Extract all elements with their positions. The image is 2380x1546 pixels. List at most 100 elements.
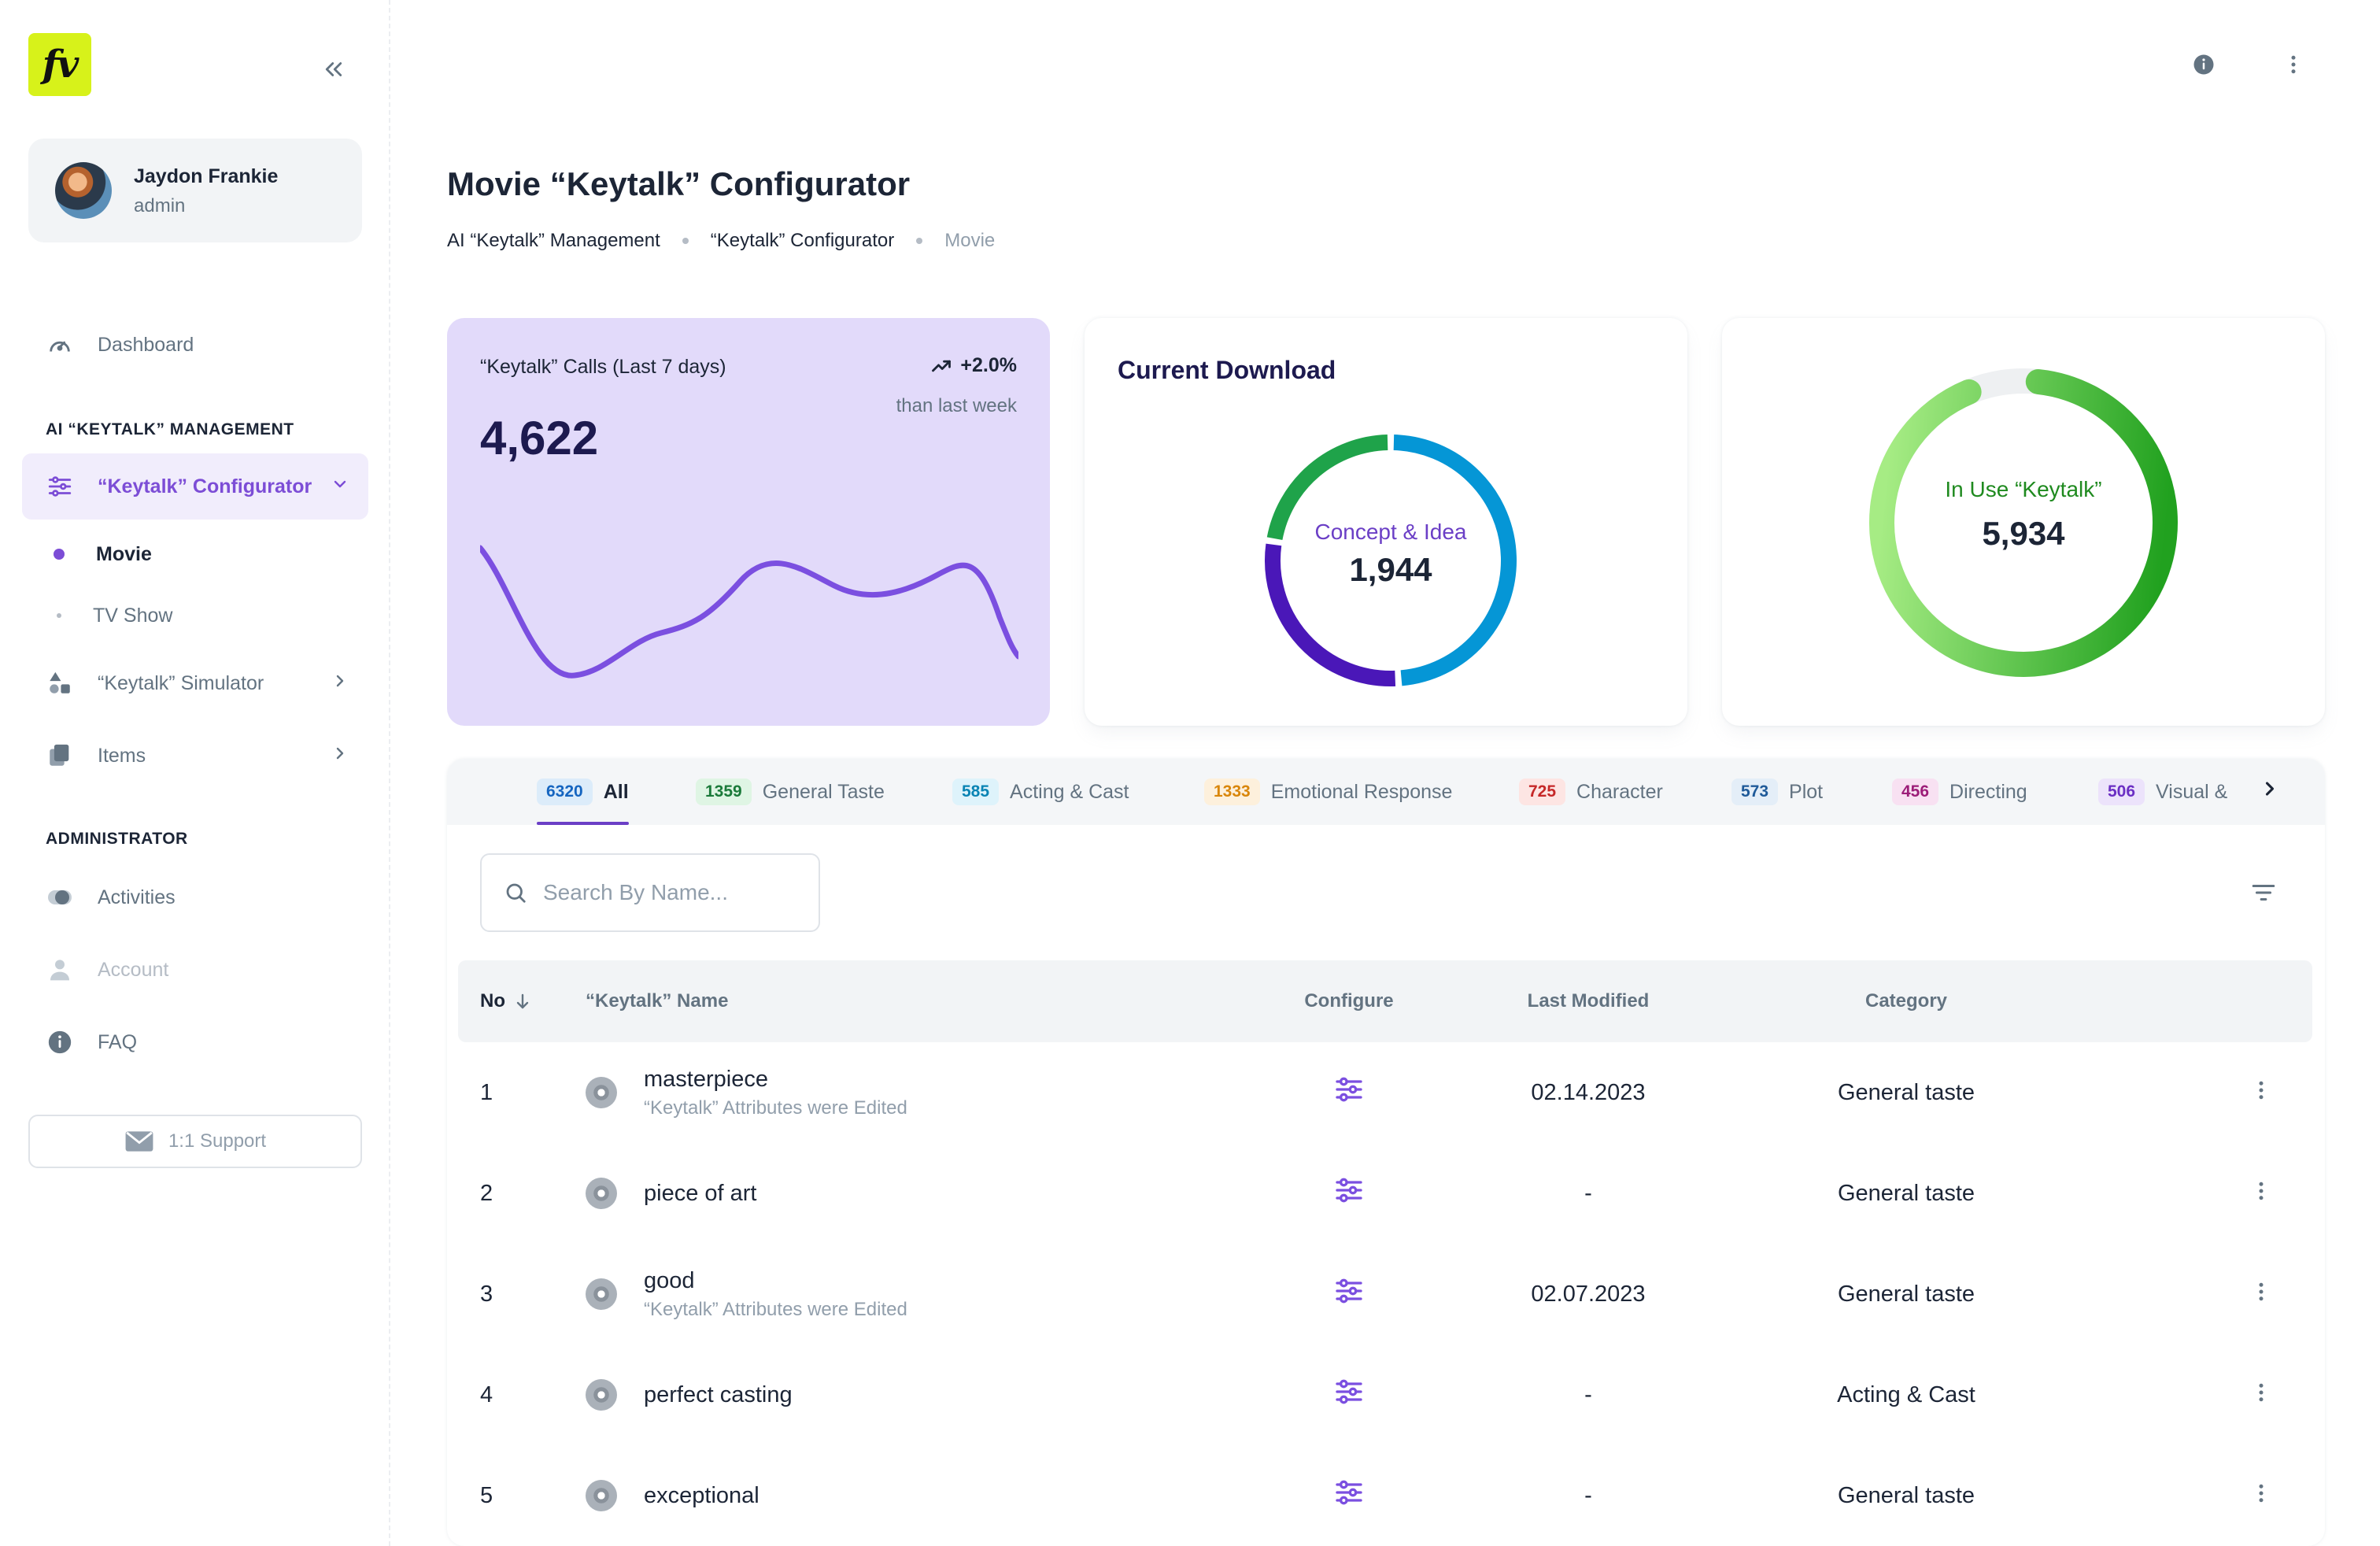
tab-all[interactable]: 6320 All	[537, 759, 629, 825]
keytalk-name[interactable]: perfect casting	[644, 1381, 793, 1407]
table-row[interactable]: 2 piece of art - General taste	[447, 1143, 2325, 1244]
configure-button[interactable]	[1333, 1477, 1365, 1515]
dot-icon	[57, 613, 61, 618]
tabs-scroll-next-button[interactable]	[2259, 776, 2281, 807]
last-modified-cell: -	[1584, 1381, 1592, 1407]
column-header-configure: Configure	[1304, 990, 1394, 1012]
filter-icon	[2252, 884, 2275, 901]
info-button[interactable]	[2186, 47, 2221, 82]
donut-segment-3	[1266, 435, 1388, 541]
sidebar-item-dashboard[interactable]: Dashboard	[22, 312, 368, 378]
row-more-button[interactable]	[2249, 1177, 2273, 1210]
tab-directing[interactable]: 456 Directing	[1892, 759, 2027, 825]
tab-label: Plot	[1789, 780, 1824, 803]
search-box[interactable]	[480, 853, 820, 932]
trending-up-icon	[932, 360, 952, 372]
tab-acting-cast[interactable]: 585 Acting & Cast	[952, 759, 1129, 825]
sidebar: fv Jaydon Frankie admin Dashboard AI “KE…	[0, 0, 390, 1546]
sidebar-item-label: “Keytalk” Simulator	[98, 671, 264, 694]
sidebar-item-simulator[interactable]: “Keytalk” Simulator	[22, 650, 368, 716]
tab-plot[interactable]: 573 Plot	[1731, 759, 1823, 825]
row-number: 4	[480, 1381, 493, 1407]
name-block: good “Keytalk” Attributes were Edited	[644, 1268, 907, 1321]
category-cell: General taste	[1837, 1281, 1975, 1307]
in-use-ring: In Use “Keytalk” 5,934	[1866, 365, 2181, 680]
name-block: perfect casting	[644, 1382, 793, 1408]
configure-button[interactable]	[1333, 1074, 1365, 1111]
collapse-sidebar-button[interactable]	[315, 52, 353, 87]
table-row[interactable]: 5 exceptional - General taste	[447, 1445, 2325, 1546]
calls-label: “Keytalk” Calls (Last 7 days)	[480, 356, 726, 378]
user-name: Jaydon Frankie	[134, 165, 279, 187]
breadcrumb-link-configurator[interactable]: “Keytalk” Configurator	[710, 230, 895, 251]
column-header-name[interactable]: “Keytalk” Name	[586, 990, 729, 1012]
active-dot-icon	[54, 549, 65, 560]
support-button[interactable]: 1:1 Support	[28, 1115, 362, 1168]
breadcrumb-link-management[interactable]: AI “Keytalk” Management	[447, 230, 660, 251]
donut-center-label: Concept & Idea	[1314, 520, 1467, 544]
row-more-button[interactable]	[2249, 1076, 2273, 1109]
table-row[interactable]: 4 perfect casting - Acting & Cast	[447, 1344, 2325, 1445]
tab-emotional-response[interactable]: 1333 Emotional Response	[1204, 759, 1452, 825]
name-block: exceptional	[644, 1483, 759, 1509]
more-vertical-icon	[2259, 1484, 2264, 1503]
donut-segment-1	[1393, 435, 1517, 686]
tab-character[interactable]: 725 Character	[1519, 759, 1663, 825]
user-card[interactable]: Jaydon Frankie admin	[28, 139, 362, 242]
row-more-button[interactable]	[2249, 1479, 2273, 1512]
sidebar-item-account[interactable]: Account	[22, 937, 368, 1003]
more-vertical-icon	[2259, 1081, 2264, 1100]
search-input[interactable]	[543, 880, 811, 905]
tab-label: All	[603, 780, 629, 803]
row-more-button[interactable]	[2249, 1378, 2273, 1411]
tab-visual[interactable]: 506 Visual &	[2098, 759, 2232, 825]
sidebar-item-configurator[interactable]: “Keytalk” Configurator	[22, 453, 368, 520]
sliders-icon	[1336, 1278, 1362, 1304]
breadcrumb-current: Movie	[944, 230, 996, 251]
keytalk-name[interactable]: piece of art	[644, 1180, 757, 1206]
table-row[interactable]: 1 masterpiece “Keytalk” Attributes were Ed…	[447, 1042, 2325, 1143]
disc-icon	[586, 1178, 617, 1209]
tab-label: Visual &	[2156, 780, 2228, 803]
keytalk-name-cell: perfect casting	[586, 1344, 793, 1445]
calls-value: 4,622	[480, 412, 599, 464]
configure-button[interactable]	[1333, 1174, 1365, 1212]
sidebar-subitem-tvshow[interactable]: TV Show	[46, 590, 360, 641]
sliders-icon	[1336, 1480, 1362, 1505]
sidebar-item-label: Account	[98, 958, 169, 981]
row-more-button[interactable]	[2249, 1278, 2273, 1311]
column-header-last-modified[interactable]: Last Modified	[1527, 990, 1650, 1012]
avatar	[55, 162, 112, 219]
configure-button[interactable]	[1333, 1376, 1365, 1414]
app-logo[interactable]: fv	[28, 33, 91, 96]
tab-label: Directing	[1949, 780, 2027, 803]
keytalk-name[interactable]: masterpiece	[644, 1066, 768, 1092]
disc-icon	[586, 1379, 617, 1411]
column-header-category[interactable]: Category	[1864, 990, 1948, 1012]
sidebar-item-items[interactable]: Items	[22, 723, 368, 789]
double-chevron-left-icon	[325, 62, 342, 76]
keytalk-table-panel: 6320 All 1359 General Taste 585 Acting &…	[447, 759, 2325, 1546]
last-modified-cell: -	[1584, 1482, 1592, 1508]
chevron-right-icon	[2265, 782, 2275, 796]
disc-icon	[586, 1480, 617, 1511]
current-download-title: Current Download	[1118, 356, 1336, 384]
filter-button[interactable]	[2246, 875, 2281, 910]
info-icon	[2193, 54, 2214, 75]
configure-button[interactable]	[1333, 1275, 1365, 1313]
breadcrumb-separator	[916, 238, 923, 244]
more-options-button[interactable]	[2276, 47, 2311, 82]
table-row[interactable]: 3 good “Keytalk” Attributes were Edited 02.…	[447, 1244, 2325, 1344]
keytalk-name[interactable]: exceptional	[644, 1482, 759, 1508]
sidebar-item-activities[interactable]: Activities	[22, 864, 368, 930]
calls-sparkline	[480, 545, 1018, 679]
sidebar-subitem-movie[interactable]: Movie	[46, 529, 360, 579]
tab-general-taste[interactable]: 1359 General Taste	[696, 759, 885, 825]
keytalk-name[interactable]: good	[644, 1267, 695, 1293]
keytalk-edited-note: “Keytalk” Attributes were Edited	[644, 1298, 907, 1320]
ring-center: In Use “Keytalk” 5,934	[1866, 477, 2181, 553]
sidebar-item-faq[interactable]: FAQ	[22, 1009, 368, 1075]
column-header-no[interactable]: No	[480, 960, 532, 1042]
tab-label: Emotional Response	[1270, 780, 1453, 803]
configure-cell	[1270, 1042, 1428, 1143]
